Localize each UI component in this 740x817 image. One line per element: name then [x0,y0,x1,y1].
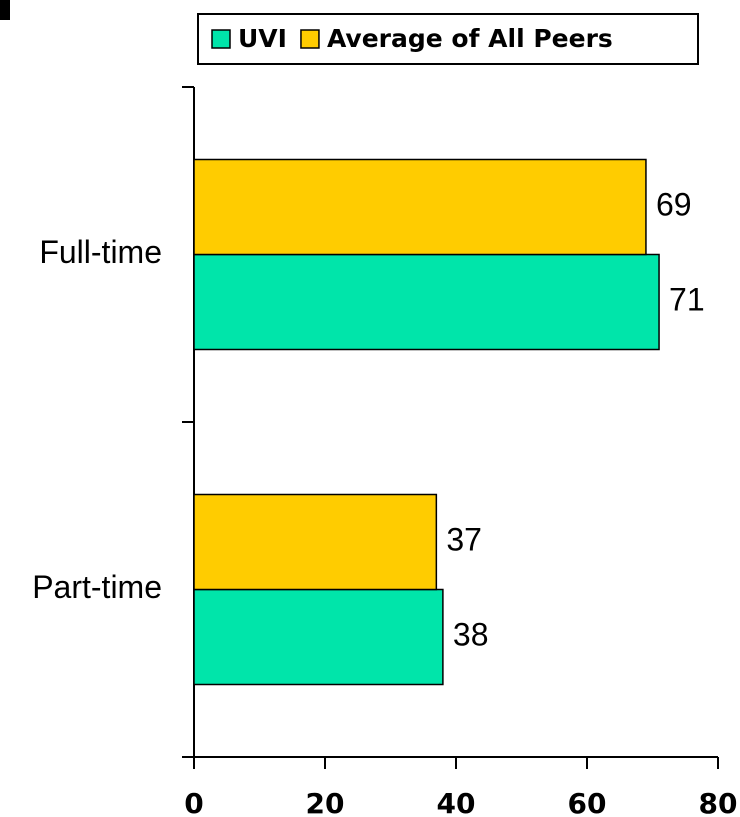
value-label: 37 [446,521,482,557]
bar [193,253,660,351]
corner-mark [0,0,10,20]
bar [193,158,647,256]
x-tick-label: 40 [437,787,476,817]
y-tick-label: Part-time [32,569,162,605]
x-tick-label: 20 [306,787,345,817]
value-label: 71 [669,281,705,317]
legend-swatch [300,29,320,49]
value-label: 69 [656,186,692,222]
x-tick-label: 0 [184,787,203,817]
x-tick-label: 60 [568,787,607,817]
bar [193,493,438,591]
legend [197,13,699,65]
legend-swatch [211,29,231,49]
legend-label: Average of All Peers [327,24,613,53]
bar [193,588,444,686]
y-tick-label: Full-time [39,234,162,270]
x-tick-label: 80 [699,787,738,817]
value-label: 38 [453,616,489,652]
legend-label: UVI [238,24,287,53]
